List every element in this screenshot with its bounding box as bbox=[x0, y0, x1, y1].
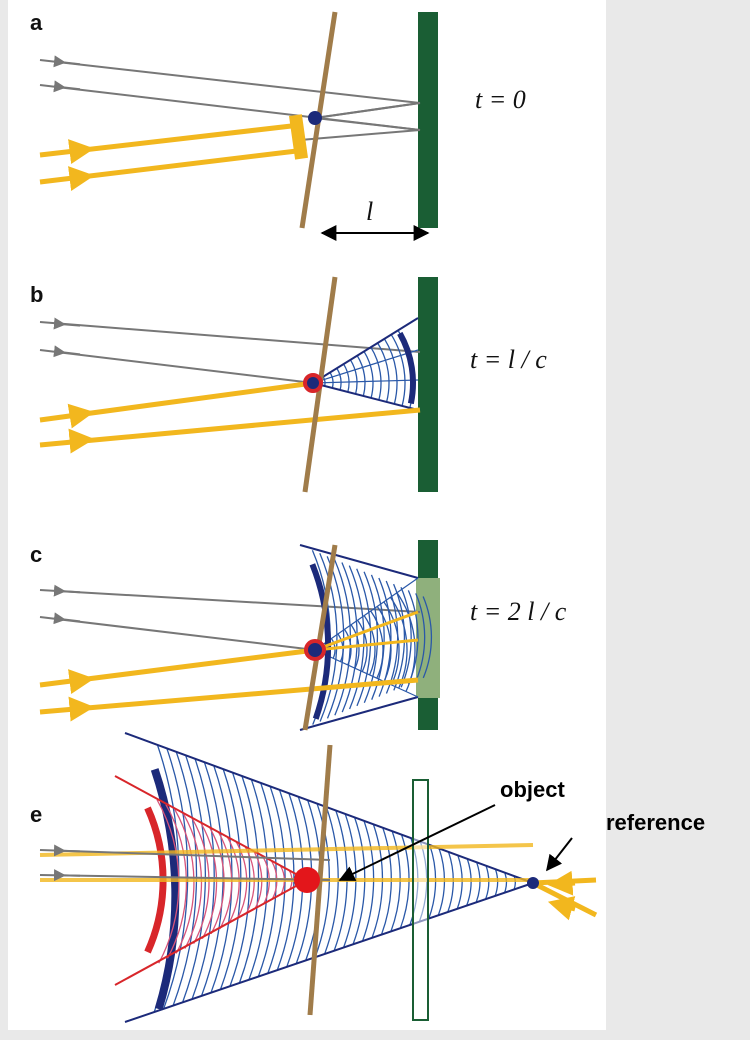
arrow-head bbox=[560, 883, 575, 884]
panel-label: e bbox=[30, 802, 42, 827]
arrow-head bbox=[70, 440, 82, 441]
arrow-head bbox=[70, 414, 82, 416]
time-label: t = 2 l / c bbox=[470, 597, 567, 626]
reference-label: reference bbox=[606, 810, 705, 835]
time-label: t = l / c bbox=[470, 345, 547, 374]
hologram-plate bbox=[413, 780, 428, 1020]
object-label: object bbox=[500, 777, 565, 802]
detector-exposed bbox=[416, 578, 440, 698]
distance-label: l bbox=[366, 197, 373, 226]
object-point bbox=[305, 375, 321, 391]
figure: a b c e t = 0 t = l / c t = 2 l / c l ob… bbox=[0, 0, 750, 1040]
object-point bbox=[308, 111, 322, 125]
object-point bbox=[294, 867, 320, 893]
arrow-head bbox=[60, 851, 80, 852]
arrow-head bbox=[60, 591, 80, 592]
time-label: t = 0 bbox=[475, 85, 526, 114]
detector bbox=[418, 12, 438, 228]
panel-label: c bbox=[30, 542, 42, 567]
object-point bbox=[306, 641, 324, 659]
arrow-head bbox=[70, 708, 82, 709]
detector bbox=[418, 277, 438, 492]
panel-label: a bbox=[30, 10, 43, 35]
panel-label: b bbox=[30, 282, 43, 307]
reference-point bbox=[527, 877, 539, 889]
arrow-head bbox=[70, 150, 82, 152]
arrow-head bbox=[70, 680, 82, 682]
arrow-head bbox=[70, 177, 82, 179]
